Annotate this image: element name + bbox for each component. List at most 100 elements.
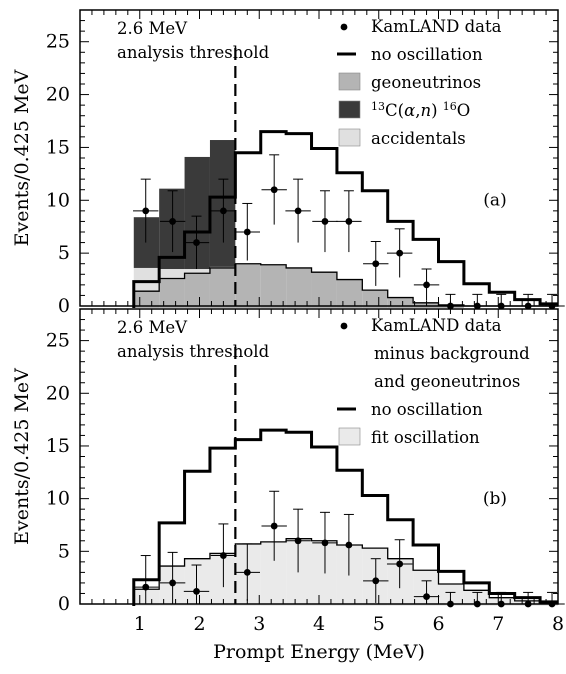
threshold-label-line1: 2.6 MeV	[117, 19, 188, 38]
bar-geoneutrinos-10	[387, 297, 414, 308]
legend-label-1: minus background	[374, 344, 530, 363]
x-tick-label-2: 2	[193, 613, 205, 635]
bar-accidentals-2	[184, 269, 210, 274]
x-tick-label-1: 1	[134, 613, 146, 635]
legend-label-3: 13C(α,n) 16O	[371, 100, 470, 121]
no-oscillation-line	[132, 428, 558, 606]
bar-fit-oscillation-3	[209, 553, 236, 606]
data-point-2	[193, 239, 200, 246]
bar-geoneutrinos-8	[336, 279, 363, 308]
data-point-2	[193, 587, 200, 595]
y-tick-label-10: 10	[46, 488, 70, 510]
bar-fit-oscillation-2	[184, 558, 210, 606]
bar-geoneutrinos-1	[159, 278, 185, 308]
legend-label-1: no oscillation	[371, 45, 483, 64]
y-tick-label-20: 20	[46, 84, 70, 106]
x-axis-title: Prompt Energy (MeV)	[213, 641, 425, 663]
bar-fit-oscillation-6	[286, 538, 312, 606]
x-tick-label-5: 5	[373, 613, 385, 635]
y-tick-label-25: 25	[46, 31, 70, 53]
y-axis-title: Events/0.425 MeV	[11, 69, 33, 246]
bar-fit-oscillation-9	[362, 548, 388, 606]
data-point-11	[423, 593, 430, 601]
legend-marker-box-4	[338, 427, 361, 446]
data-point-4	[243, 568, 251, 576]
y-tick-label-5: 5	[58, 540, 70, 562]
data-point-7	[321, 539, 329, 547]
x-tick-label-6: 6	[432, 613, 444, 635]
data-point-0	[142, 207, 150, 215]
bar-geoneutrinos-3	[209, 267, 236, 308]
legend-label-0: KamLAND data	[371, 316, 502, 335]
threshold-label-line1: 2.6 MeV	[117, 318, 188, 337]
y-axis-title: Events/0.425 MeV	[11, 368, 33, 545]
bar-accidentals-1	[159, 269, 185, 279]
bar-geoneutrinos-2	[184, 273, 210, 308]
data-point-1	[169, 218, 177, 225]
bar-13c-n-16o-0	[133, 217, 160, 268]
x-tick-label-7: 7	[492, 613, 504, 635]
bar-fit-oscillation-13	[463, 590, 490, 606]
legend-label-4: accidentals	[371, 129, 466, 148]
legend-label-0: KamLAND data	[371, 17, 502, 36]
data-point-10	[396, 249, 404, 257]
y-tick-label-15: 15	[46, 136, 70, 158]
panel-b-chart: 0 5 10 15 20 25 1 2 3 4 5 6 7 8 Events/0.425 MeV 2.6 Me…	[11, 308, 565, 635]
data-point-8	[345, 541, 353, 549]
bar-geoneutrinos-9	[362, 290, 388, 308]
legend-marker-box-4	[338, 128, 361, 147]
bar-accidentals-0	[133, 267, 160, 292]
data-point-6	[294, 537, 302, 545]
data-point-7	[321, 218, 329, 225]
y-tick-label-20: 20	[46, 382, 70, 404]
panel-label: (b)	[483, 489, 507, 509]
x-tick-label-8: 8	[552, 613, 564, 635]
data-point-1	[169, 579, 177, 587]
legend-label-4: fit oscillation	[371, 428, 480, 447]
bar-fit-oscillation-7	[311, 540, 337, 606]
bar-fit-oscillation-5	[260, 541, 287, 606]
bar-geoneutrinos-4	[235, 263, 261, 308]
x-tick-label-3: 3	[253, 613, 265, 635]
legend-label-2: and geoneutrinos	[374, 372, 520, 391]
bar-13c-n-16o-1	[159, 188, 185, 269]
legend-marker-box-2	[338, 72, 361, 91]
data-point-9	[372, 260, 380, 268]
data-point-3	[220, 552, 227, 559]
data-point-4	[243, 228, 251, 236]
data-point-10	[396, 560, 404, 568]
panel-label: (a)	[483, 191, 506, 211]
data-point-6	[294, 207, 302, 215]
fill-outline	[133, 263, 558, 308]
data-point-8	[345, 218, 353, 225]
legend-marker-dot	[340, 322, 348, 330]
bar-fit-oscillation-11	[413, 570, 439, 606]
data-point-5	[270, 186, 278, 194]
threshold-label-line2: analysis threshold	[117, 43, 270, 62]
bar-fit-oscillation-8	[336, 545, 363, 606]
bar-geoneutrinos-6	[286, 267, 312, 308]
legend-label-2: geoneutrinos	[371, 73, 481, 92]
bar-13c-n-16o-2	[184, 156, 210, 269]
bar-fit-oscillation-12	[438, 583, 464, 606]
y-tick-label-10: 10	[46, 189, 70, 211]
y-tick-label-5: 5	[58, 242, 70, 264]
legend-marker-box-3	[338, 100, 361, 119]
bar-geoneutrinos-7	[311, 272, 337, 308]
y-tick-label-15: 15	[46, 435, 70, 457]
bar-13c-n-16o-3	[209, 140, 236, 267]
y-tick-label-0: 0	[58, 593, 70, 615]
y-tick-label-0: 0	[58, 295, 70, 317]
bar-geoneutrinos-5	[260, 264, 287, 308]
x-tick-label-4: 4	[313, 613, 325, 635]
no-oscillation-line	[132, 130, 558, 308]
legend-label-3: no oscillation	[371, 400, 483, 419]
data-point-11	[423, 281, 430, 289]
panel-a-chart: 0 5 10 15 20 25 Events/0.425 MeV 2.6 MeV analysi…	[11, 9, 565, 317]
data-point-3	[220, 207, 227, 215]
y-tick-label-25: 25	[46, 330, 70, 352]
data-point-9	[372, 577, 380, 585]
legend-marker-dot	[340, 23, 348, 31]
data-point-5	[270, 522, 278, 530]
